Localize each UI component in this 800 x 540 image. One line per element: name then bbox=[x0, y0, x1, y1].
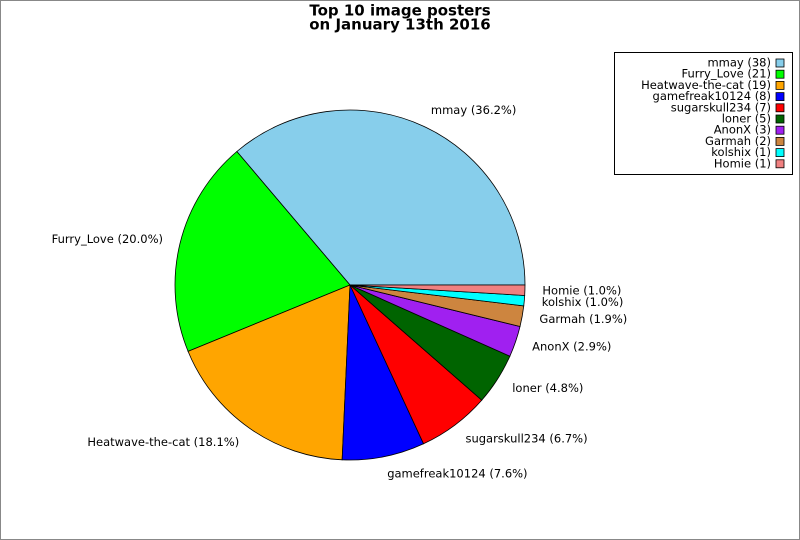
legend-label: Homie (1) bbox=[714, 156, 771, 170]
slice-label: kolshix (1.0%) bbox=[542, 295, 624, 309]
legend-label: gamefreak10124 (8) bbox=[653, 89, 771, 103]
legend-swatch bbox=[775, 69, 785, 79]
chart-title: on January 13th 2016 bbox=[309, 16, 490, 34]
chart-title: Top 10 image posters bbox=[309, 2, 490, 20]
legend-swatch bbox=[775, 81, 785, 90]
legend-label: AnonX (3) bbox=[714, 123, 771, 137]
legend-label: loner (5) bbox=[722, 112, 771, 126]
legend-label: sugarskull234 (7) bbox=[671, 100, 771, 114]
slice-label: gamefreak10124 (7.6%) bbox=[387, 466, 527, 480]
legend-label: kolshix (1) bbox=[711, 145, 771, 159]
legend-swatch bbox=[775, 125, 785, 135]
slice-label: AnonX (2.9%) bbox=[532, 340, 611, 354]
legend-label: Heatwave-the-cat (19) bbox=[641, 78, 771, 92]
slice-label: Heatwave-the-cat (18.1%) bbox=[87, 435, 239, 449]
legend-swatch bbox=[775, 136, 785, 146]
slice-label: mmay (36.2%) bbox=[431, 103, 516, 117]
legend-swatch bbox=[775, 159, 785, 169]
legend-label: Furry_Love (21) bbox=[682, 67, 771, 81]
legend-label: mmay (38) bbox=[707, 56, 771, 70]
slice-label: Garmah (1.9%) bbox=[539, 312, 627, 326]
legend-swatch bbox=[775, 114, 785, 124]
pie-slice bbox=[187, 284, 351, 461]
legend-swatch bbox=[775, 148, 785, 158]
pie-slice bbox=[349, 284, 526, 296]
slice-label: Homie (1.0%) bbox=[542, 283, 621, 297]
legend-box bbox=[614, 52, 793, 175]
pie-slice bbox=[174, 150, 351, 352]
legend-swatch bbox=[775, 103, 785, 113]
legend-swatch bbox=[775, 58, 785, 68]
slice-label: Furry_Love (20.0%) bbox=[52, 232, 163, 246]
legend-label: Garmah (2) bbox=[705, 134, 771, 148]
slice-label: sugarskull234 (6.7%) bbox=[465, 432, 587, 446]
slice-label: loner (4.8%) bbox=[512, 381, 583, 395]
pie-slice bbox=[236, 109, 526, 286]
legend-swatch bbox=[775, 92, 785, 101]
